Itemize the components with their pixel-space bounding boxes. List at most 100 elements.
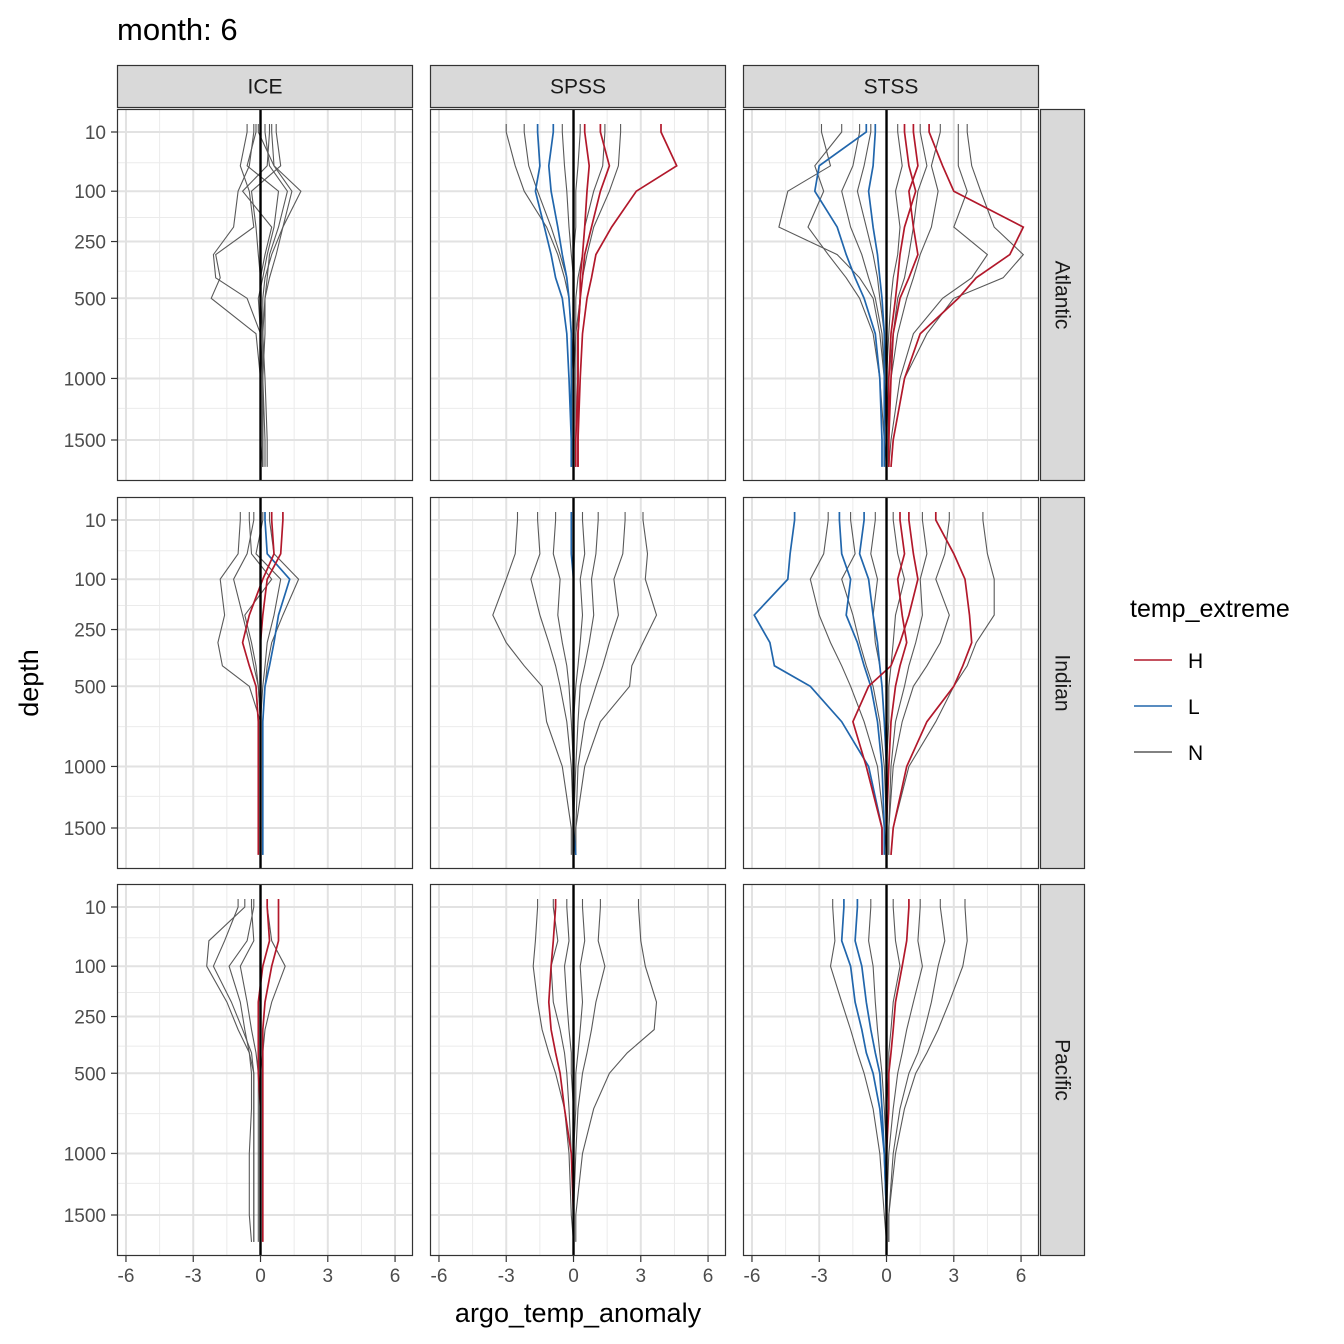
profile-line-L [838,512,886,855]
profile-line-L [534,124,573,467]
profile-line-H [261,899,280,1242]
strip-label: STSS [864,76,919,99]
legend-label: L [1188,696,1200,719]
profile-line-H [577,124,591,467]
profile-line-N [572,899,606,1242]
x-tick-label: 0 [568,1266,579,1287]
panel-indian-ice [116,496,414,870]
legend-entry-H: H [1134,650,1203,673]
strip-background [429,64,727,109]
panel-indian-spss [429,496,727,870]
panel-border [429,108,727,482]
y-tick-label: 1500 [64,1206,106,1227]
panel-atlantic-stss [742,108,1040,482]
panel-border [742,496,1040,870]
y-tick-label: 500 [74,289,106,310]
y-tick-label: 10 [85,123,106,144]
legend: temp_extreme HLN [1130,595,1290,765]
y-tick-label: 250 [74,621,106,642]
y-tick-label: 1000 [64,369,106,390]
profile-line-N [809,512,888,855]
y-tick-label: 1500 [64,819,106,840]
x-tick-label: -3 [185,1266,202,1287]
x-tick-label: -6 [744,1266,761,1287]
x-tick-label: 0 [255,1266,266,1287]
panel-pacific-spss [429,883,727,1257]
strip-atlantic: Atlantic [1039,108,1086,482]
profile-line-N [572,512,599,855]
strip-background [116,64,414,109]
x-tick-label: 6 [703,1266,714,1287]
y-tick-label: 250 [74,233,106,254]
panel-background [743,884,1039,1256]
y-tick-label: 100 [74,182,106,203]
strip-background [1039,108,1086,482]
facet-panels [116,108,1040,1257]
x-tick-label: -6 [118,1266,135,1287]
strip-background [1039,883,1086,1257]
profile-line-N [492,512,572,855]
panel-pacific-ice [116,883,414,1257]
x-tick-label: 3 [322,1266,333,1287]
panel-border [116,496,414,870]
strip-indian: Indian [1039,496,1086,870]
y-tick-label: 1500 [64,431,106,452]
profile-line-L [753,512,883,855]
chart-title: month: 6 [117,12,238,47]
profile-line-N [888,124,989,467]
panel-border [116,108,414,482]
legend-entry-L: L [1134,696,1200,719]
legend-title: temp_extreme [1130,595,1290,623]
profile-line-H [890,124,1025,467]
y-tick-label: 1000 [64,757,106,778]
x-tick-label: 0 [881,1266,892,1287]
profile-line-L [854,899,888,1242]
panel-border [116,883,414,1257]
x-tick-label: -6 [431,1266,448,1287]
x-tick-label: 3 [948,1266,959,1287]
profile-line-N [575,512,626,855]
y-tick-label: 100 [74,570,106,591]
y-tick-label: 250 [74,1008,106,1029]
profile-line-N [575,512,658,855]
strip-background [742,64,1040,109]
profile-line-H [890,512,973,855]
y-tick-label: 10 [85,898,106,919]
x-tick-label: 6 [1016,1266,1027,1287]
profile-line-H [241,512,275,855]
profile-line-H [885,512,908,855]
profile-line-L [547,124,573,467]
panel-border [742,108,1040,482]
x-tick-label: 3 [635,1266,646,1287]
panel-border [429,496,727,870]
profile-line-N [829,899,888,1242]
strip-label: SPSS [550,76,606,99]
profile-line-N [888,512,928,855]
panel-pacific-stss [742,883,1040,1257]
facet-strips: ICE SPSS STSS Atlantic Indian Pacific [116,64,1086,1257]
y-tick-label: 1000 [64,1144,106,1165]
panel-background [117,884,413,1256]
profile-line-H [887,124,917,467]
panel-indian-stss [742,496,1040,870]
profile-line-H [887,124,919,467]
axes: 1010025050010001500101002505001000150010… [64,123,1027,1287]
profile-line-N [206,899,253,1242]
profile-line-H [547,899,575,1242]
x-tick-label: -3 [498,1266,515,1287]
panel-atlantic-spss [429,108,727,482]
profile-line-N [575,899,658,1242]
profile-line-N [257,124,293,467]
profile-line-N [890,512,995,855]
x-axis-title: argo_temp_anomaly [455,1298,702,1328]
strip-label: ICE [247,76,282,99]
profile-line-N [841,512,888,855]
y-tick-label: 10 [85,511,106,532]
panel-atlantic-ice [116,108,414,482]
panel-background [430,884,726,1256]
panel-background [430,497,726,869]
panel-border [429,883,727,1257]
profile-line-N [239,899,259,1242]
profile-line-N [228,899,255,1242]
